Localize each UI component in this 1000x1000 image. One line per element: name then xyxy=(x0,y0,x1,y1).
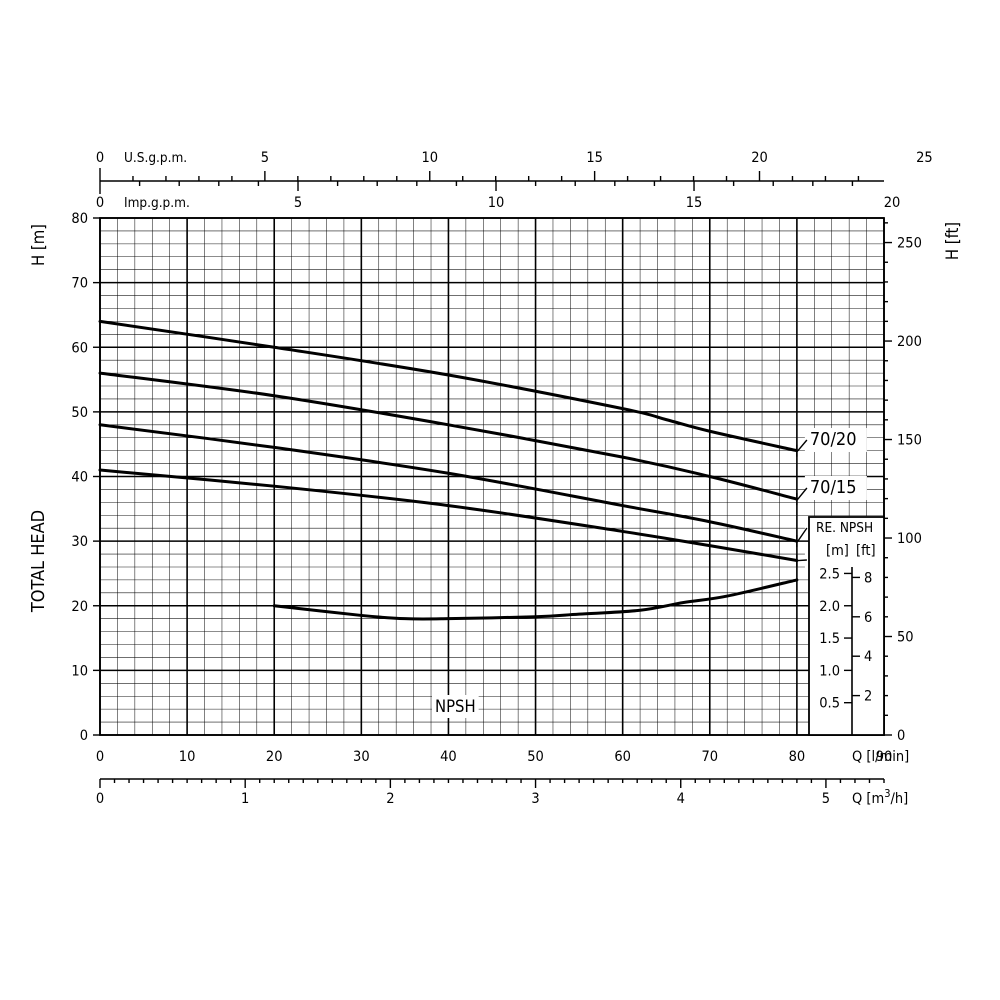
npsh-m-tick-label: 0.5 xyxy=(819,696,840,712)
npsh-ft-tick-label: 2 xyxy=(864,689,872,705)
top-impgpm-tick-label: 0 xyxy=(96,195,104,211)
y-left-tick-label: 40 xyxy=(71,470,88,486)
npsh-panel-unit-ft: [ft] xyxy=(856,543,876,559)
y-right-tick-label: 200 xyxy=(897,334,922,350)
npsh-label-bg xyxy=(432,695,479,718)
y-right-tick-label: 100 xyxy=(897,531,922,547)
head-curve-70-15 xyxy=(98,371,799,501)
npsh-panel-title: RE. NPSH xyxy=(816,520,873,536)
y-right-tick-label: 250 xyxy=(897,236,922,252)
x-tick-label: 90 xyxy=(876,749,893,765)
npsh-scale-panel: 2.5 2.0 1.5 1.0 0.5 8 6 4 2 xyxy=(808,516,885,736)
y-left-unit: H [m] xyxy=(29,224,48,266)
y-left-tick-label: 30 xyxy=(71,534,88,550)
x-tick-label: 20 xyxy=(266,749,283,765)
npsh-ft-tick-label: 8 xyxy=(864,570,872,586)
x-tick-label: 0 xyxy=(96,749,104,765)
x-m3h-tick-label: 1 xyxy=(241,791,249,807)
x-tick-label: 50 xyxy=(527,749,544,765)
series-label-bg xyxy=(804,476,867,500)
x-m3h-tick-label: 2 xyxy=(386,791,394,807)
head-curve-70-20 xyxy=(98,319,799,453)
series-label-leader xyxy=(797,559,807,562)
series-label-leader xyxy=(797,439,808,452)
x-tick-label: 10 xyxy=(179,749,196,765)
chart-grid xyxy=(99,217,885,736)
x-tick-label: 80 xyxy=(789,749,806,765)
x-tick-label: 60 xyxy=(614,749,631,765)
top-impgpm-tick-label: 5 xyxy=(294,195,302,211)
y-left-tick-label: 0 xyxy=(80,728,88,744)
top-impgpm-label: Imp.g.p.m. xyxy=(124,195,190,211)
npsh-ft-tick-label: 4 xyxy=(864,649,872,665)
top-impgpm-tick-label: 20 xyxy=(884,195,901,211)
y-left-tick-label: 80 xyxy=(71,211,88,227)
y-left-tick-label: 20 xyxy=(71,599,88,615)
top-usgpm-tick-label: 25 xyxy=(916,150,933,166)
y-right-unit: H [ft] xyxy=(943,222,962,260)
series-label-bg xyxy=(804,428,867,452)
series-label-leader xyxy=(797,487,808,500)
series-label: 70/15 xyxy=(810,477,857,498)
y-left-tick-label: 10 xyxy=(71,663,88,679)
y-left-title: TOTAL HEAD xyxy=(28,510,49,613)
npsh-ft-tick-label: 6 xyxy=(864,610,872,626)
x-tick-label: 30 xyxy=(353,749,370,765)
x-m3h-unit-label: Q [m3/h] xyxy=(852,787,908,807)
top-usgpm-tick-label: 0 xyxy=(96,150,104,166)
y-right-tick-label: 50 xyxy=(897,630,914,646)
series-label-leader xyxy=(797,527,808,542)
head-curve-70-10 xyxy=(98,468,799,563)
series-label: 70/20 xyxy=(810,429,857,450)
top-usgpm-tick-label: 10 xyxy=(421,150,438,166)
x-unit-label: Q [l/min] xyxy=(852,749,909,765)
npsh-m-tick-label: 1.0 xyxy=(819,663,840,679)
top-usgpm-tick-label: 20 xyxy=(751,150,768,166)
top-impgpm-tick-label: 10 xyxy=(488,195,505,211)
x-m3h-tick-label: 0 xyxy=(96,791,104,807)
head-curve-70-12 xyxy=(98,423,799,543)
npsh-m-tick-label: 1.5 xyxy=(819,631,840,647)
y-right-tick-label: 150 xyxy=(897,433,922,449)
x-tick-label: 40 xyxy=(440,749,457,765)
npsh-m-tick-label: 2.0 xyxy=(819,599,840,615)
npsh-panel-unit-m: [m] xyxy=(826,543,849,559)
x-tick-label: 70 xyxy=(701,749,718,765)
top-usgpm-label: U.S.g.p.m. xyxy=(124,150,187,166)
npsh-curve xyxy=(272,578,799,621)
x-m3h-tick-label: 3 xyxy=(531,791,539,807)
y-left-tick-label: 60 xyxy=(71,340,88,356)
npsh-panel-box xyxy=(808,516,885,736)
y-right-tick-label: 0 xyxy=(897,728,905,744)
x-m3h-tick-label: 4 xyxy=(677,791,685,807)
top-usgpm-tick-label: 15 xyxy=(586,150,603,166)
x-m3h-tick-label: 5 xyxy=(822,791,830,807)
top-impgpm-tick-label: 15 xyxy=(686,195,703,211)
npsh-curve-label: NPSH xyxy=(435,697,476,716)
y-left-tick-label: 50 xyxy=(71,405,88,421)
npsh-m-tick-label: 2.5 xyxy=(819,566,840,582)
y-left-tick-label: 70 xyxy=(71,276,88,292)
top-usgpm-tick-label: 5 xyxy=(261,150,269,166)
